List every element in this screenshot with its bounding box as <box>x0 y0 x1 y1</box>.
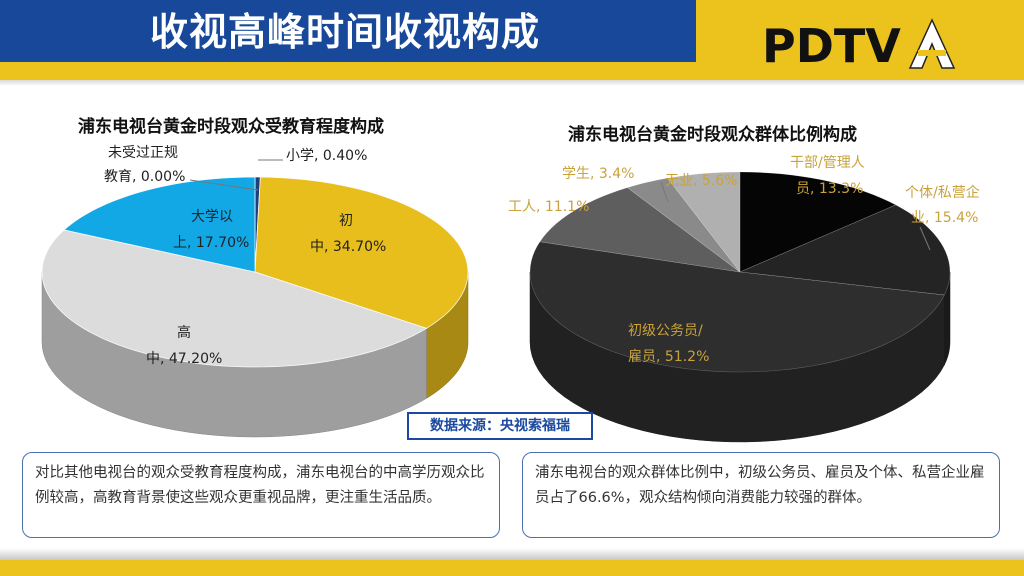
edu-pie-tops <box>41 176 469 368</box>
label-student: 学生, 3.4% <box>562 166 635 182</box>
label-senior-2: 中, 47.20% <box>146 351 223 367</box>
label-worker: 工人, 11.1% <box>508 199 590 215</box>
label-cadre-1: 干部/管理人 <box>790 155 865 171</box>
footer-shadow <box>0 548 1024 560</box>
grp-slice-0 <box>739 171 897 273</box>
data-source-badge: 数据来源：央视索福瑞 <box>407 412 593 440</box>
edu-slice-4 <box>63 176 256 273</box>
grp-slice-3 <box>539 187 741 273</box>
label-university-2: 上, 17.70% <box>173 235 250 251</box>
logo-text: PDTV <box>762 19 901 72</box>
grp-slice-4 <box>626 177 741 273</box>
label-primary: 小学, 0.40% <box>286 148 368 164</box>
leader-private <box>919 226 931 251</box>
education-chart-title: 浦东电视台黄金时段观众受教育程度构成 <box>78 117 384 137</box>
grp-slice-2 <box>529 241 945 373</box>
leader-unschooled <box>189 179 259 191</box>
label-junior-1: 初 <box>339 213 353 229</box>
page-title: 收视高峰时间收视构成 <box>150 10 541 54</box>
grp-slice-5 <box>667 171 741 273</box>
label-senior-1: 高 <box>177 325 191 341</box>
logo-graphic: PDTV <box>762 18 956 73</box>
education-note: 对比其他电视台的观众受教育程度构成，浦东电视台的中高学历观众比例较高，高教育背景… <box>22 452 500 538</box>
header-shadow <box>0 80 1024 86</box>
group-note: 浦东电视台的观众群体比例中，初级公务员、雇员及个体、私营企业雇员占了66.6%，… <box>522 452 1000 538</box>
label-clerk-2: 雇员, 51.2% <box>628 349 710 365</box>
group-chart-title: 浦东电视台黄金时段观众群体比例构成 <box>568 125 857 145</box>
footer-bar <box>0 560 1024 576</box>
logo-a-mark <box>908 18 956 69</box>
label-university-1: 大学以 <box>191 209 233 225</box>
label-unemployed: 无业, 5.6% <box>665 173 738 189</box>
header-underline <box>0 62 696 80</box>
label-cadre-2: 员, 13.3% <box>796 181 864 197</box>
grp-slice-1 <box>738 204 951 296</box>
leader-student <box>660 181 669 203</box>
label-unschooled-1: 未受过正规 <box>108 145 178 161</box>
label-clerk-1: 初级公务员/ <box>628 323 703 339</box>
edu-slice-2 <box>254 176 469 329</box>
grp-pie-tops <box>529 171 951 373</box>
header-bar <box>0 0 696 62</box>
header-logo-area <box>696 0 1024 80</box>
grp-pie <box>529 171 951 443</box>
edu-slice-3 <box>41 229 428 368</box>
edu-pie <box>41 176 469 438</box>
pdtv-logo: PDTV <box>762 16 962 73</box>
label-unschooled-2: 教育, 0.00% <box>104 169 186 185</box>
label-junior-2: 中, 34.70% <box>310 239 387 255</box>
label-private-1: 个体/私营企 <box>905 185 980 201</box>
label-private-2: 业, 15.4% <box>911 210 979 226</box>
